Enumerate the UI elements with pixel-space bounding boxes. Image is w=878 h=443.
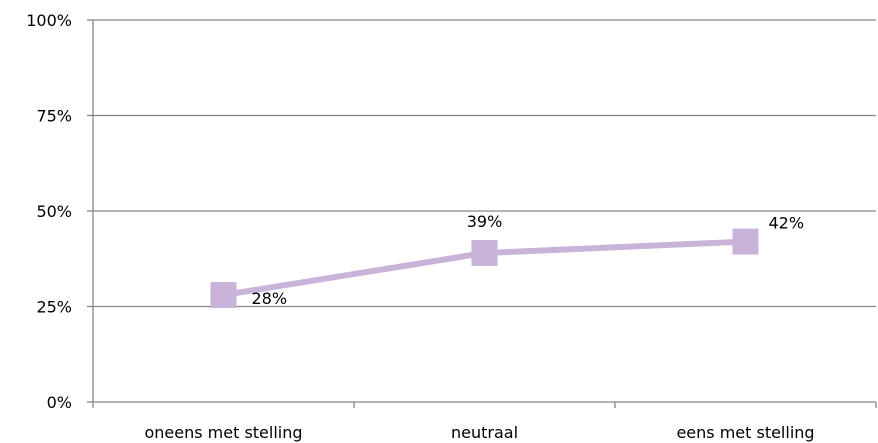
x-tick-label: neutraal <box>451 423 518 442</box>
data-point-marker <box>210 282 237 309</box>
y-tick-label: 100% <box>26 11 72 30</box>
y-tick-labels: 0% 25% 50% 75% 100% <box>26 11 72 412</box>
y-tick-label: 25% <box>36 298 72 317</box>
data-label: 28% <box>252 289 288 308</box>
data-label: 39% <box>467 212 503 231</box>
x-tick-label: eens met stelling <box>676 423 814 442</box>
y-tick-label: 0% <box>47 393 72 412</box>
y-tick-label: 50% <box>36 202 72 221</box>
axes <box>87 19 877 408</box>
x-tick-labels: oneens met stelling neutraal eens met stel… <box>144 423 814 442</box>
data-label: 42% <box>769 214 805 233</box>
data-labels: 28% 39% 42% <box>252 212 805 308</box>
data-point-marker <box>471 240 498 267</box>
data-point-marker <box>732 228 759 255</box>
series-line-group <box>210 228 759 309</box>
gridlines <box>93 19 876 308</box>
y-tick-label: 75% <box>36 107 72 126</box>
x-tick-label: oneens met stelling <box>144 423 302 442</box>
